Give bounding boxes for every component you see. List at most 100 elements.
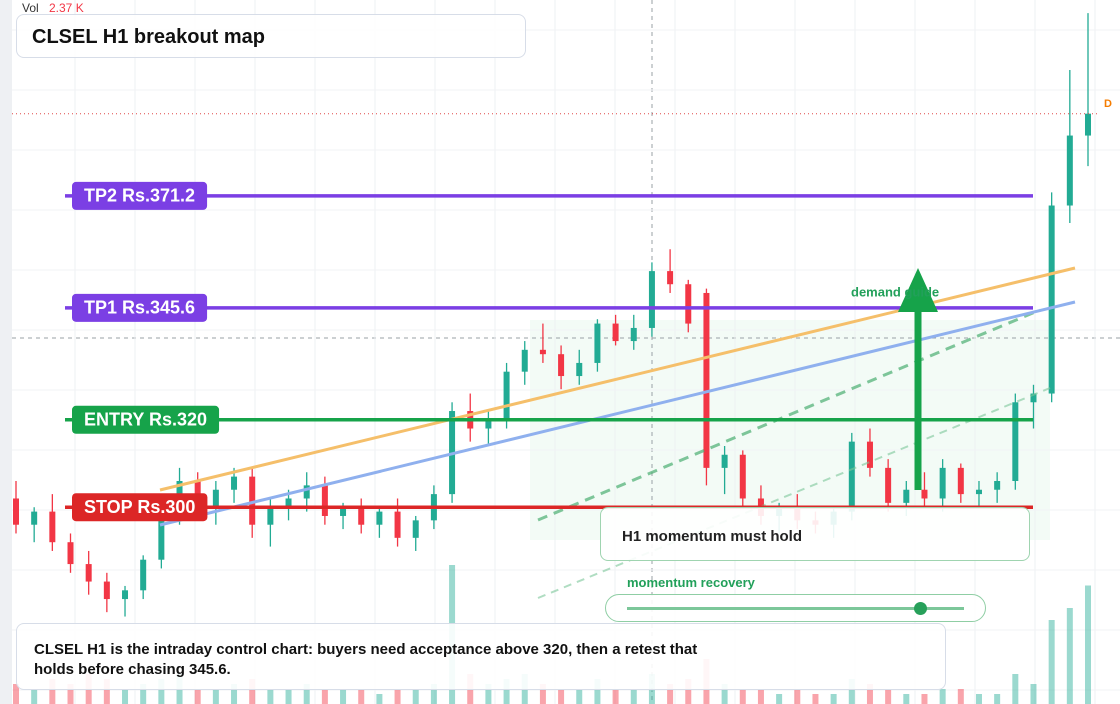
- volume-bar: [249, 679, 256, 704]
- volume-bar: [122, 689, 129, 704]
- slider-track: [627, 607, 964, 610]
- candle-body: [103, 581, 110, 600]
- volume-bar: [739, 689, 746, 704]
- trend-line-blue: [159, 300, 1076, 527]
- candle-body: [285, 498, 292, 508]
- volume-bar: [885, 689, 892, 704]
- candle-body: [630, 327, 637, 342]
- candle-body: [648, 271, 655, 328]
- volume-bar: [757, 689, 764, 704]
- slider-knob[interactable]: [913, 602, 927, 615]
- level-label: STOP Rs.300: [84, 497, 195, 517]
- volume-bar: [49, 679, 56, 704]
- volume-bar: [67, 684, 74, 704]
- volume-bar: [503, 679, 510, 704]
- slider[interactable]: [605, 594, 986, 622]
- candle-body: [975, 489, 982, 495]
- candle-body: [1066, 135, 1073, 206]
- volume-bar: [1030, 684, 1037, 704]
- volume-bar: [957, 689, 964, 704]
- volume-bar: [376, 694, 383, 704]
- candle-body: [667, 271, 674, 285]
- volume-bar: [848, 679, 855, 704]
- level-badge: [72, 293, 208, 322]
- candle-body: [303, 485, 310, 499]
- volume-bar: [1048, 620, 1055, 704]
- candle-body: [358, 507, 365, 525]
- arrow-head: [898, 268, 938, 312]
- volume-bar: [866, 684, 873, 704]
- volume-bar: [31, 689, 38, 704]
- candle-body: [1012, 402, 1019, 481]
- volume-bar: [1066, 608, 1073, 704]
- volume-name: Vol: [22, 1, 39, 15]
- volume-bar: [994, 694, 1001, 704]
- volume-bar: [13, 684, 19, 704]
- volume-bar: [903, 694, 910, 704]
- candle-body: [340, 507, 347, 516]
- dashed-trend: [537, 308, 1041, 522]
- volume-bar: [776, 694, 783, 704]
- candle-body: [721, 454, 728, 468]
- candle-body: [321, 485, 328, 516]
- candle-body: [1085, 113, 1091, 136]
- last-price-tag: D: [1104, 98, 1112, 110]
- candle-body: [67, 542, 74, 565]
- candles: [12, 13, 1100, 617]
- volume-bar: [612, 689, 619, 704]
- candle-body: [1048, 205, 1055, 394]
- candle-body: [140, 559, 147, 591]
- candle-body: [122, 590, 129, 600]
- note-panel: CLSEL H1 is the intraday control chart: …: [16, 623, 946, 690]
- candle-body: [939, 467, 946, 499]
- candle-body: [1030, 393, 1037, 403]
- demand-zone: [530, 320, 1050, 540]
- volume-bar: [194, 689, 201, 704]
- volume-bar: [558, 689, 565, 704]
- candle-body: [576, 362, 583, 377]
- candle-body: [249, 476, 256, 525]
- demand-label: demand guide: [851, 284, 939, 299]
- candle-body: [848, 441, 855, 512]
- level-label: ENTRY Rs.320: [84, 410, 207, 430]
- volume-bar: [340, 689, 347, 704]
- level-badge: [72, 181, 208, 210]
- candle-body: [594, 323, 601, 363]
- volume-bar: [721, 684, 728, 704]
- volume-bar: [303, 684, 310, 704]
- candle-body: [31, 511, 38, 525]
- candle-body: [539, 349, 546, 355]
- volume-bar: [231, 684, 238, 704]
- candle-body: [158, 515, 165, 560]
- volume-bar: [1085, 585, 1091, 704]
- note: CLSEL H1 is the intraday control chart: …: [34, 641, 698, 678]
- volume-bar: [1012, 674, 1019, 704]
- candle-body: [612, 323, 619, 342]
- volume-bar: [794, 689, 801, 704]
- level-label: TP1 Rs.345.6: [84, 298, 195, 318]
- volume-bar: [285, 689, 292, 704]
- level-badge: [72, 493, 208, 522]
- volume-bar: [539, 684, 546, 704]
- volume-bar: [594, 679, 601, 704]
- volume-bar: [830, 694, 837, 704]
- volume-bar: [158, 679, 165, 704]
- candle-body: [885, 467, 892, 503]
- candle-body: [921, 489, 928, 499]
- candle-body: [49, 511, 56, 543]
- volume-bar: [812, 694, 819, 704]
- candle-body: [412, 520, 419, 538]
- volume-bar: [630, 689, 637, 704]
- left-edge: [0, 0, 12, 704]
- candle-body: [376, 511, 383, 525]
- volume-bar: [975, 694, 982, 704]
- volume-bar: [394, 689, 401, 704]
- title-panel: CLSEL H1 breakout map: [16, 14, 526, 58]
- candle-body: [903, 489, 910, 503]
- candle-body: [994, 480, 1001, 490]
- candle-body: [503, 371, 510, 420]
- hold-label: H1 momentum must hold: [622, 528, 803, 545]
- candle-body: [212, 489, 219, 508]
- volume-bar: [212, 689, 219, 704]
